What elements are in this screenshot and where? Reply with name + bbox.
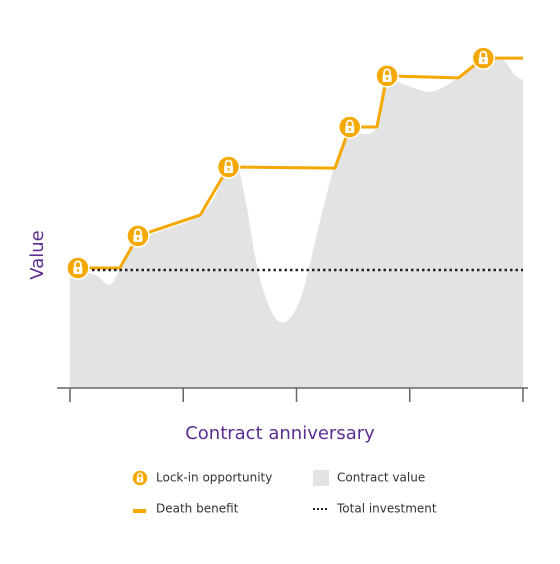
lock-keyhole: [137, 236, 139, 240]
lock-shackle: [137, 472, 143, 478]
lock-keyhole: [348, 128, 351, 131]
contract-value-area: [70, 56, 523, 389]
lock-keyhole: [77, 268, 79, 272]
lock-shackle: [479, 50, 488, 58]
lock-keyhole: [139, 478, 141, 481]
y-axis-label: Value: [27, 230, 48, 279]
lock-keyhole: [482, 59, 485, 63]
legend-label: Lock-in opportunity: [156, 471, 272, 485]
lock-shackle: [345, 119, 354, 126]
lock-keyhole: [227, 168, 230, 172]
lock-shackle: [383, 68, 391, 75]
lock-shackle: [224, 159, 233, 167]
x-axis-label: Contract anniversary: [185, 423, 375, 444]
legend-label: Total investment: [336, 502, 437, 516]
lock-shackle: [134, 228, 142, 235]
legend-label: Contract value: [337, 471, 425, 485]
legend-label: Death benefit: [156, 502, 239, 516]
legend-swatch: [313, 470, 329, 486]
lock-shackle: [74, 260, 82, 267]
lock-keyhole: [386, 76, 388, 80]
